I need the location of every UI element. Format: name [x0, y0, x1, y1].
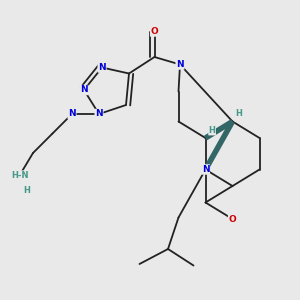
Text: N: N: [98, 63, 106, 72]
Text: N: N: [68, 110, 76, 118]
Text: O: O: [229, 214, 236, 224]
Text: N: N: [176, 60, 184, 69]
Text: H: H: [236, 110, 242, 118]
Text: N: N: [202, 165, 209, 174]
Text: H: H: [24, 186, 30, 195]
Text: N: N: [80, 85, 88, 94]
Text: O: O: [151, 27, 158, 36]
Text: N: N: [95, 110, 103, 118]
Text: H: H: [209, 126, 215, 135]
Text: H-N: H-N: [11, 171, 28, 180]
